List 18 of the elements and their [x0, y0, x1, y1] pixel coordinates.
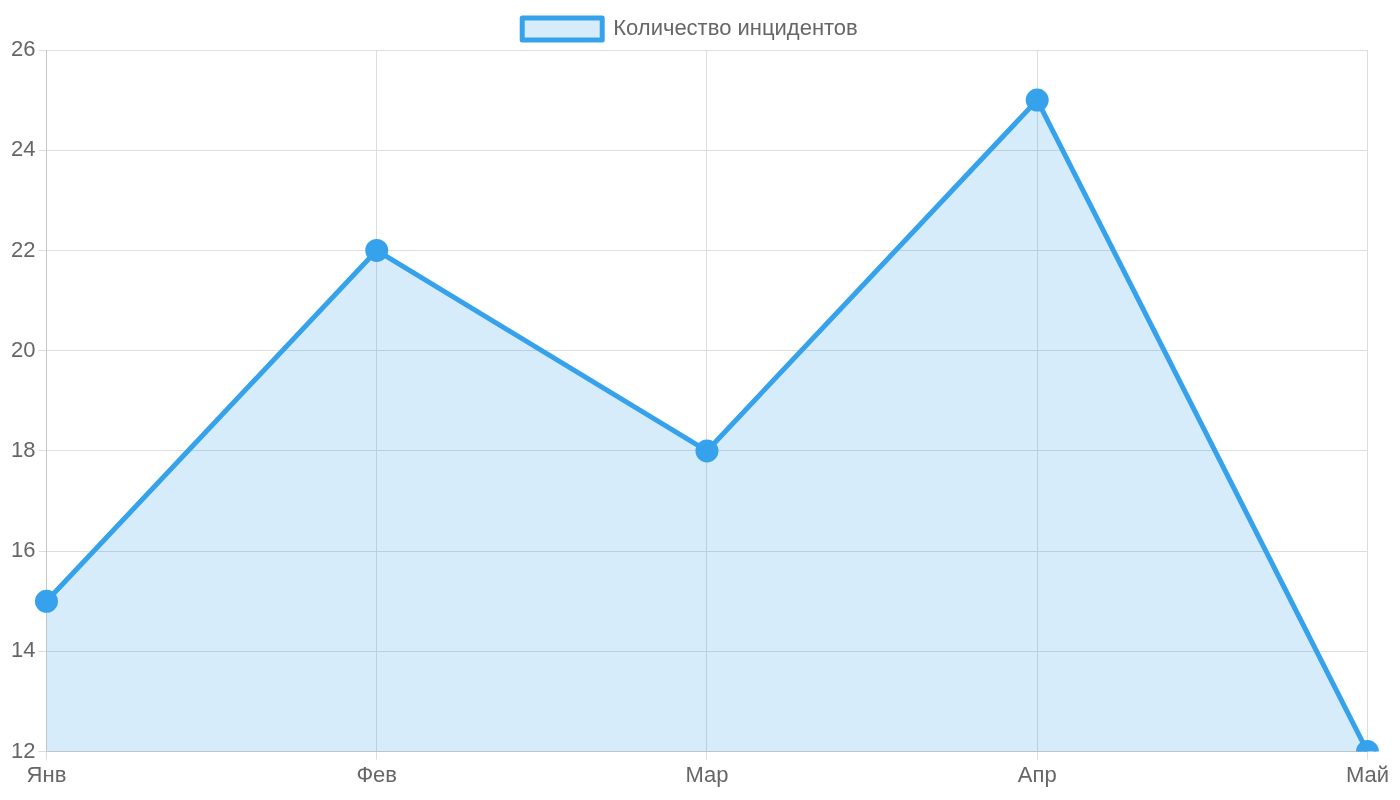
- x-tick-label: Май: [1345, 761, 1390, 787]
- legend-label: Количество инцидентов: [613, 15, 858, 41]
- y-tick-label: 20: [10, 336, 36, 362]
- y-tick-label: 18: [10, 436, 36, 462]
- x-tick-label: Фев: [356, 761, 398, 787]
- y-tick-label: 22: [10, 236, 36, 262]
- point: [695, 439, 719, 463]
- point: [34, 589, 58, 613]
- y-tick-label: 26: [10, 36, 36, 62]
- y-tick-label: 16: [10, 537, 36, 563]
- point: [365, 238, 389, 262]
- x-tick-label: Мар: [685, 761, 729, 787]
- point: [1025, 88, 1049, 112]
- y-tick-label: 14: [10, 637, 36, 663]
- x-tick-label: Янв: [26, 761, 67, 787]
- y-tick-label: 24: [10, 136, 36, 162]
- x-tick-label: Апр: [1017, 761, 1057, 787]
- y-tick-label: 12: [10, 737, 36, 763]
